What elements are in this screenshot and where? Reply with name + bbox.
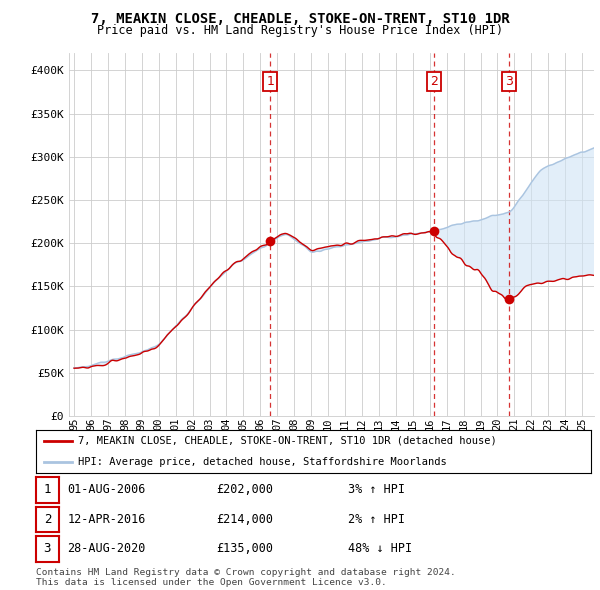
Text: 01-AUG-2006: 01-AUG-2006	[67, 483, 146, 497]
Text: 28-AUG-2020: 28-AUG-2020	[67, 542, 146, 556]
Text: 2: 2	[44, 513, 51, 526]
Text: 1: 1	[266, 75, 274, 88]
Text: 7, MEAKIN CLOSE, CHEADLE, STOKE-ON-TRENT, ST10 1DR (detached house): 7, MEAKIN CLOSE, CHEADLE, STOKE-ON-TRENT…	[77, 436, 496, 446]
Text: £135,000: £135,000	[216, 542, 273, 556]
Text: £214,000: £214,000	[216, 513, 273, 526]
Text: Price paid vs. HM Land Registry's House Price Index (HPI): Price paid vs. HM Land Registry's House …	[97, 24, 503, 37]
Text: 3: 3	[44, 542, 51, 556]
Text: 2% ↑ HPI: 2% ↑ HPI	[348, 513, 405, 526]
Text: 48% ↓ HPI: 48% ↓ HPI	[348, 542, 412, 556]
Text: £202,000: £202,000	[216, 483, 273, 497]
Text: 3% ↑ HPI: 3% ↑ HPI	[348, 483, 405, 497]
Text: 7, MEAKIN CLOSE, CHEADLE, STOKE-ON-TRENT, ST10 1DR: 7, MEAKIN CLOSE, CHEADLE, STOKE-ON-TRENT…	[91, 12, 509, 26]
Text: 1: 1	[44, 483, 51, 497]
Text: 3: 3	[505, 75, 512, 88]
Text: Contains HM Land Registry data © Crown copyright and database right 2024.
This d: Contains HM Land Registry data © Crown c…	[36, 568, 456, 587]
Text: 2: 2	[430, 75, 439, 88]
Text: 12-APR-2016: 12-APR-2016	[67, 513, 146, 526]
Text: HPI: Average price, detached house, Staffordshire Moorlands: HPI: Average price, detached house, Staf…	[77, 457, 446, 467]
